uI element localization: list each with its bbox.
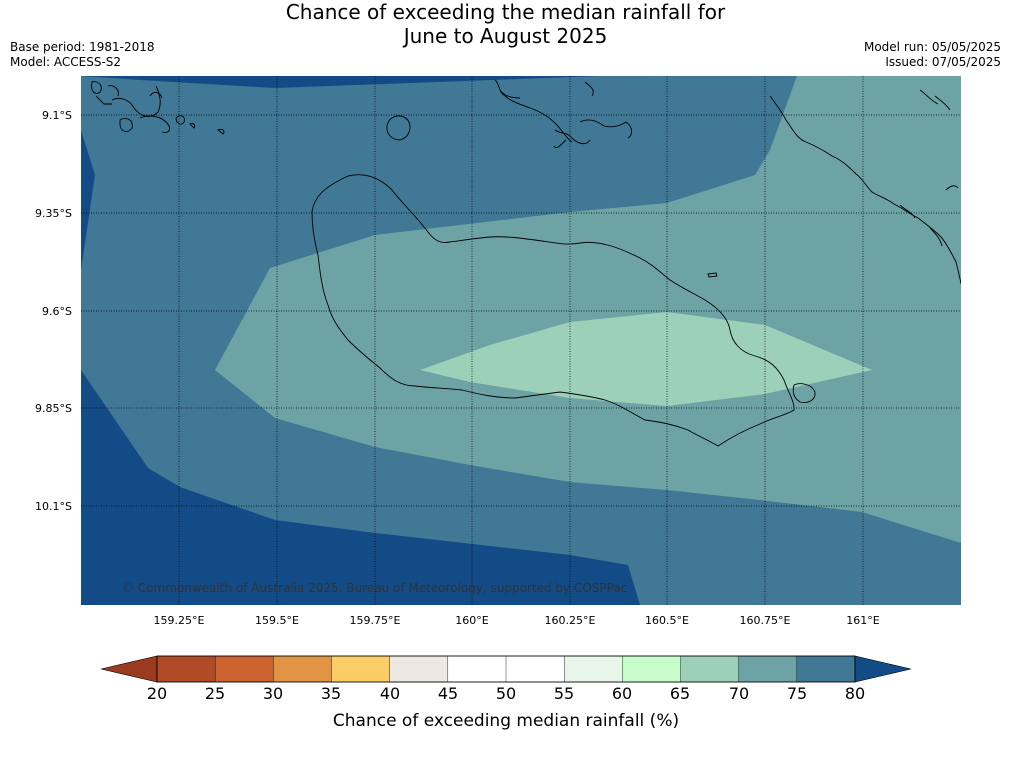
colorbar-segment (214, 655, 274, 683)
longitude-labels: 159.25°E 159.5°E 159.75°E 160°E 160.25°E… (154, 614, 880, 627)
latitude-labels: 9.1°S 9.35°S 9.6°S 9.85°S 10.1°S (35, 109, 72, 513)
colorbar-segment (156, 655, 216, 683)
region-70-75 (215, 76, 961, 543)
lon-label: 159.25°E (154, 614, 205, 627)
colorbar-segment (389, 655, 449, 683)
map-title: Chance of exceeding the median rainfall … (0, 0, 1011, 48)
lat-label: 9.1°S (42, 109, 72, 122)
colorbar-tick: 45 (438, 684, 458, 703)
colorbar-segment (505, 655, 565, 683)
lat-label: 9.35°S (35, 207, 72, 220)
colorbar-segment (331, 655, 391, 683)
colorbar-tick: 60 (612, 684, 632, 703)
meta-left: Base period: 1981-2018 Model: ACCESS-S2 (10, 40, 155, 70)
region-65-70 (420, 312, 872, 406)
colorbar-under-arrow (100, 655, 158, 683)
coastline-islet-north (386, 115, 411, 141)
copyright-text: © Commonwealth of Australia 2025, Bureau… (122, 581, 627, 595)
colorbar-over-arrow (854, 655, 912, 683)
colorbar-tick: 40 (380, 684, 400, 703)
lon-label: 161°E (846, 614, 879, 627)
colorbar-tick: 80 (845, 684, 865, 703)
colorbar-tick: 65 (670, 684, 690, 703)
colorbar-tick: 25 (205, 684, 225, 703)
colorbar-tick: 50 (496, 684, 516, 703)
coastline-islet-east (792, 383, 816, 403)
colorbar-frame (156, 655, 856, 683)
base-period-text: Base period: 1981-2018 (10, 40, 155, 54)
lon-label: 159.75°E (350, 614, 401, 627)
lat-label: 9.6°S (42, 305, 72, 318)
colorbar-tick: 35 (321, 684, 341, 703)
colorbar-title: Chance of exceeding median rainfall (%) (333, 711, 679, 731)
lon-label: 160.5°E (645, 614, 689, 627)
model-run-text: Model run: 05/05/2025 (863, 40, 1001, 54)
lat-label: 10.1°S (35, 500, 72, 513)
lon-label: 160°E (455, 614, 488, 627)
coastline-main-island (311, 174, 795, 447)
lat-label: 9.85°S (35, 402, 72, 415)
coastlines (91, 79, 961, 447)
lon-label: 160.25°E (545, 614, 596, 627)
colorbar-segments (156, 655, 856, 683)
colorbar-segment (680, 655, 740, 683)
colorbar: 20 25 30 35 40 45 50 55 60 65 70 75 80 C… (100, 655, 912, 731)
gridlines (81, 76, 961, 605)
coastline-islet-small (707, 272, 718, 278)
coastline-north-islands (494, 79, 633, 149)
colorbar-ticks: 20 25 30 35 40 45 50 55 60 65 70 75 80 (147, 684, 865, 703)
colorbar-tick: 75 (787, 684, 807, 703)
colorbar-tick: 30 (263, 684, 283, 703)
colorbar-segment (447, 655, 507, 683)
title-line-1: Chance of exceeding the median rainfall … (285, 0, 726, 24)
meta-right: Model run: 05/05/2025 Issued: 07/05/2025 (864, 40, 1001, 70)
lon-label: 160.75°E (740, 614, 791, 627)
colorbar-segment (738, 655, 798, 683)
map-area (81, 76, 961, 605)
issued-text: Issued: 07/05/2025 (885, 55, 1001, 69)
lon-label: 159.5°E (255, 614, 299, 627)
title-line-2: June to August 2025 (403, 24, 608, 48)
colorbar-segment (796, 655, 856, 683)
model-text: Model: ACCESS-S2 (10, 55, 122, 69)
colorbar-segment (273, 655, 332, 683)
colorbar-segment (622, 655, 682, 683)
coastline-nw-islands (91, 81, 225, 135)
colorbar-segment (563, 655, 623, 683)
colorbar-tick: 20 (147, 684, 167, 703)
colorbar-tick: 70 (729, 684, 749, 703)
colorbar-tick: 55 (554, 684, 574, 703)
coastline-ne-coast (769, 89, 961, 285)
